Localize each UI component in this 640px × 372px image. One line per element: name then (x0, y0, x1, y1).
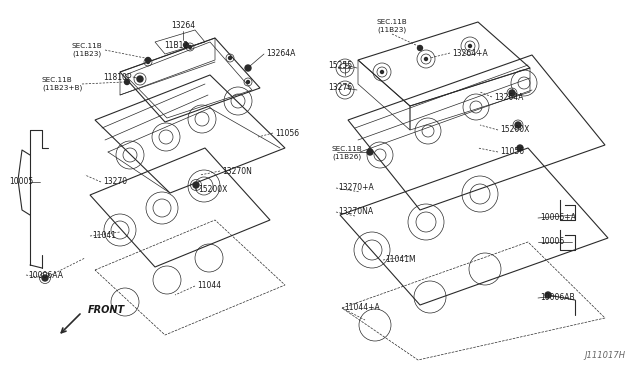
Text: 13264A: 13264A (266, 49, 296, 58)
Text: 11041M: 11041M (385, 256, 415, 264)
Circle shape (137, 76, 143, 82)
Circle shape (515, 122, 521, 128)
Text: 10006AB: 10006AB (540, 294, 575, 302)
Circle shape (147, 61, 150, 64)
Text: 15200X: 15200X (500, 125, 529, 135)
Text: 13276: 13276 (328, 83, 352, 93)
Text: 10006: 10006 (540, 237, 564, 247)
Text: FRONT: FRONT (88, 305, 125, 315)
Circle shape (125, 80, 129, 84)
Text: 13264A: 13264A (494, 93, 524, 102)
Text: 11056: 11056 (275, 128, 299, 138)
Text: 11044+A: 11044+A (344, 304, 380, 312)
Circle shape (193, 182, 199, 188)
Text: 11044: 11044 (197, 282, 221, 291)
Text: 15200X: 15200X (198, 186, 227, 195)
Circle shape (246, 80, 250, 83)
Circle shape (417, 45, 422, 51)
Text: 13264: 13264 (171, 22, 195, 31)
Circle shape (468, 45, 472, 48)
Circle shape (189, 45, 191, 48)
Text: 10006+A: 10006+A (540, 214, 576, 222)
Text: 11810P: 11810P (104, 73, 132, 81)
Text: J111017H: J111017H (584, 351, 625, 360)
Circle shape (517, 145, 523, 151)
Circle shape (245, 65, 251, 71)
Text: 11B12: 11B12 (164, 41, 188, 49)
Text: 13270N: 13270N (222, 167, 252, 176)
Circle shape (545, 292, 551, 298)
Circle shape (381, 71, 383, 74)
Circle shape (424, 58, 428, 61)
Text: SEC.11B
(11B23): SEC.11B (11B23) (376, 19, 408, 33)
Circle shape (228, 57, 232, 60)
Text: 11056: 11056 (500, 148, 524, 157)
Circle shape (367, 149, 373, 155)
Text: SEC.11B
(11B26): SEC.11B (11B26) (332, 146, 363, 160)
Circle shape (42, 275, 48, 281)
Circle shape (184, 42, 189, 48)
Text: 10005: 10005 (9, 177, 33, 186)
Text: 11041: 11041 (92, 231, 116, 241)
Circle shape (509, 90, 515, 96)
Text: 13264+A: 13264+A (452, 48, 488, 58)
Text: 10006AA: 10006AA (28, 270, 63, 279)
Text: 13270NA: 13270NA (338, 208, 373, 217)
Text: SEC.11B
(11B23+B): SEC.11B (11B23+B) (42, 77, 83, 91)
Text: 15255: 15255 (328, 61, 352, 70)
Text: 13270: 13270 (103, 177, 127, 186)
Circle shape (145, 58, 150, 62)
Text: SEC.11B
(11B23): SEC.11B (11B23) (72, 43, 103, 57)
Text: 13270+A: 13270+A (338, 183, 374, 192)
